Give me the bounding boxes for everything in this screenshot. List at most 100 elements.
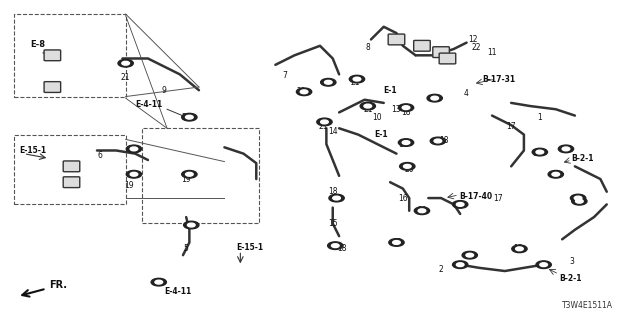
Circle shape [456, 203, 464, 206]
Text: 22: 22 [472, 43, 481, 52]
Circle shape [321, 78, 336, 86]
Text: B-2-1: B-2-1 [572, 154, 594, 163]
Text: 21: 21 [350, 78, 360, 87]
Circle shape [532, 148, 547, 156]
Text: 18: 18 [551, 170, 561, 179]
Circle shape [182, 171, 197, 178]
Circle shape [393, 241, 400, 244]
Text: 19: 19 [153, 279, 163, 288]
Circle shape [328, 242, 343, 250]
Text: 16: 16 [398, 194, 408, 203]
Circle shape [360, 102, 376, 110]
Text: 18: 18 [440, 136, 449, 146]
Circle shape [389, 239, 404, 246]
Text: 21: 21 [363, 105, 372, 114]
Text: 6: 6 [98, 151, 102, 160]
FancyBboxPatch shape [63, 177, 80, 188]
Circle shape [399, 163, 415, 170]
Circle shape [317, 118, 332, 126]
Circle shape [574, 196, 582, 200]
Text: 20: 20 [404, 165, 414, 174]
Text: 18: 18 [337, 244, 347, 253]
Circle shape [130, 172, 138, 176]
Text: 21: 21 [296, 87, 306, 96]
Circle shape [398, 139, 413, 146]
Circle shape [349, 75, 365, 83]
Text: 17: 17 [493, 194, 503, 203]
FancyBboxPatch shape [63, 161, 80, 172]
Circle shape [434, 139, 442, 143]
Circle shape [402, 141, 410, 144]
Circle shape [536, 150, 543, 154]
Text: B-2-1: B-2-1 [559, 275, 582, 284]
Circle shape [456, 263, 464, 267]
Text: 4: 4 [464, 89, 469, 98]
Circle shape [402, 106, 410, 109]
Text: E-1: E-1 [384, 86, 397, 95]
Text: 18: 18 [398, 140, 408, 148]
FancyBboxPatch shape [388, 34, 404, 45]
Circle shape [462, 252, 477, 259]
Circle shape [186, 115, 193, 119]
Circle shape [329, 194, 344, 202]
FancyBboxPatch shape [44, 82, 61, 92]
Text: 20: 20 [417, 206, 427, 215]
Circle shape [414, 207, 429, 215]
Circle shape [536, 261, 551, 268]
Circle shape [300, 90, 308, 94]
Text: 3: 3 [569, 257, 574, 266]
Circle shape [512, 245, 527, 252]
Circle shape [575, 199, 583, 203]
Circle shape [126, 171, 141, 178]
Circle shape [540, 263, 547, 267]
Circle shape [452, 261, 468, 268]
Text: E-15-1: E-15-1 [19, 146, 46, 155]
Circle shape [552, 172, 559, 176]
Text: 11: 11 [487, 48, 497, 57]
Text: 18: 18 [430, 94, 440, 103]
Text: 18: 18 [401, 108, 411, 117]
Circle shape [122, 61, 129, 65]
Circle shape [151, 278, 166, 286]
Text: 18: 18 [573, 194, 583, 203]
Text: 15: 15 [328, 219, 337, 228]
Circle shape [188, 223, 195, 227]
Circle shape [570, 194, 586, 202]
Circle shape [466, 253, 474, 257]
Text: E-15-1: E-15-1 [236, 243, 263, 252]
Text: 17: 17 [506, 122, 516, 131]
Circle shape [155, 280, 163, 284]
Text: FR.: FR. [22, 280, 67, 297]
Text: 19: 19 [131, 146, 140, 155]
Circle shape [321, 120, 328, 124]
Text: 19: 19 [181, 174, 191, 184]
Text: 19: 19 [124, 181, 134, 190]
Circle shape [182, 113, 197, 121]
Circle shape [130, 147, 138, 151]
Text: 13: 13 [392, 105, 401, 114]
Circle shape [296, 88, 312, 96]
Text: 18: 18 [392, 238, 401, 247]
Circle shape [452, 201, 468, 208]
FancyBboxPatch shape [413, 40, 430, 51]
Circle shape [572, 197, 587, 205]
Circle shape [516, 247, 524, 251]
Text: 9: 9 [161, 86, 166, 95]
Text: 21: 21 [319, 122, 328, 131]
Text: E-8: E-8 [30, 40, 47, 54]
Text: 1: 1 [538, 113, 542, 122]
Text: E-1: E-1 [374, 130, 388, 139]
Circle shape [558, 145, 573, 153]
Text: E-4-11: E-4-11 [164, 287, 191, 296]
Circle shape [353, 77, 361, 81]
Text: T3W4E1511A: T3W4E1511A [562, 301, 613, 310]
Text: 21: 21 [181, 113, 191, 122]
Circle shape [427, 94, 442, 102]
Circle shape [430, 137, 445, 145]
Circle shape [548, 171, 563, 178]
Circle shape [562, 147, 570, 151]
Text: 18: 18 [513, 244, 522, 253]
FancyBboxPatch shape [433, 47, 449, 58]
FancyBboxPatch shape [44, 50, 61, 61]
Text: E-4-11: E-4-11 [135, 100, 163, 109]
